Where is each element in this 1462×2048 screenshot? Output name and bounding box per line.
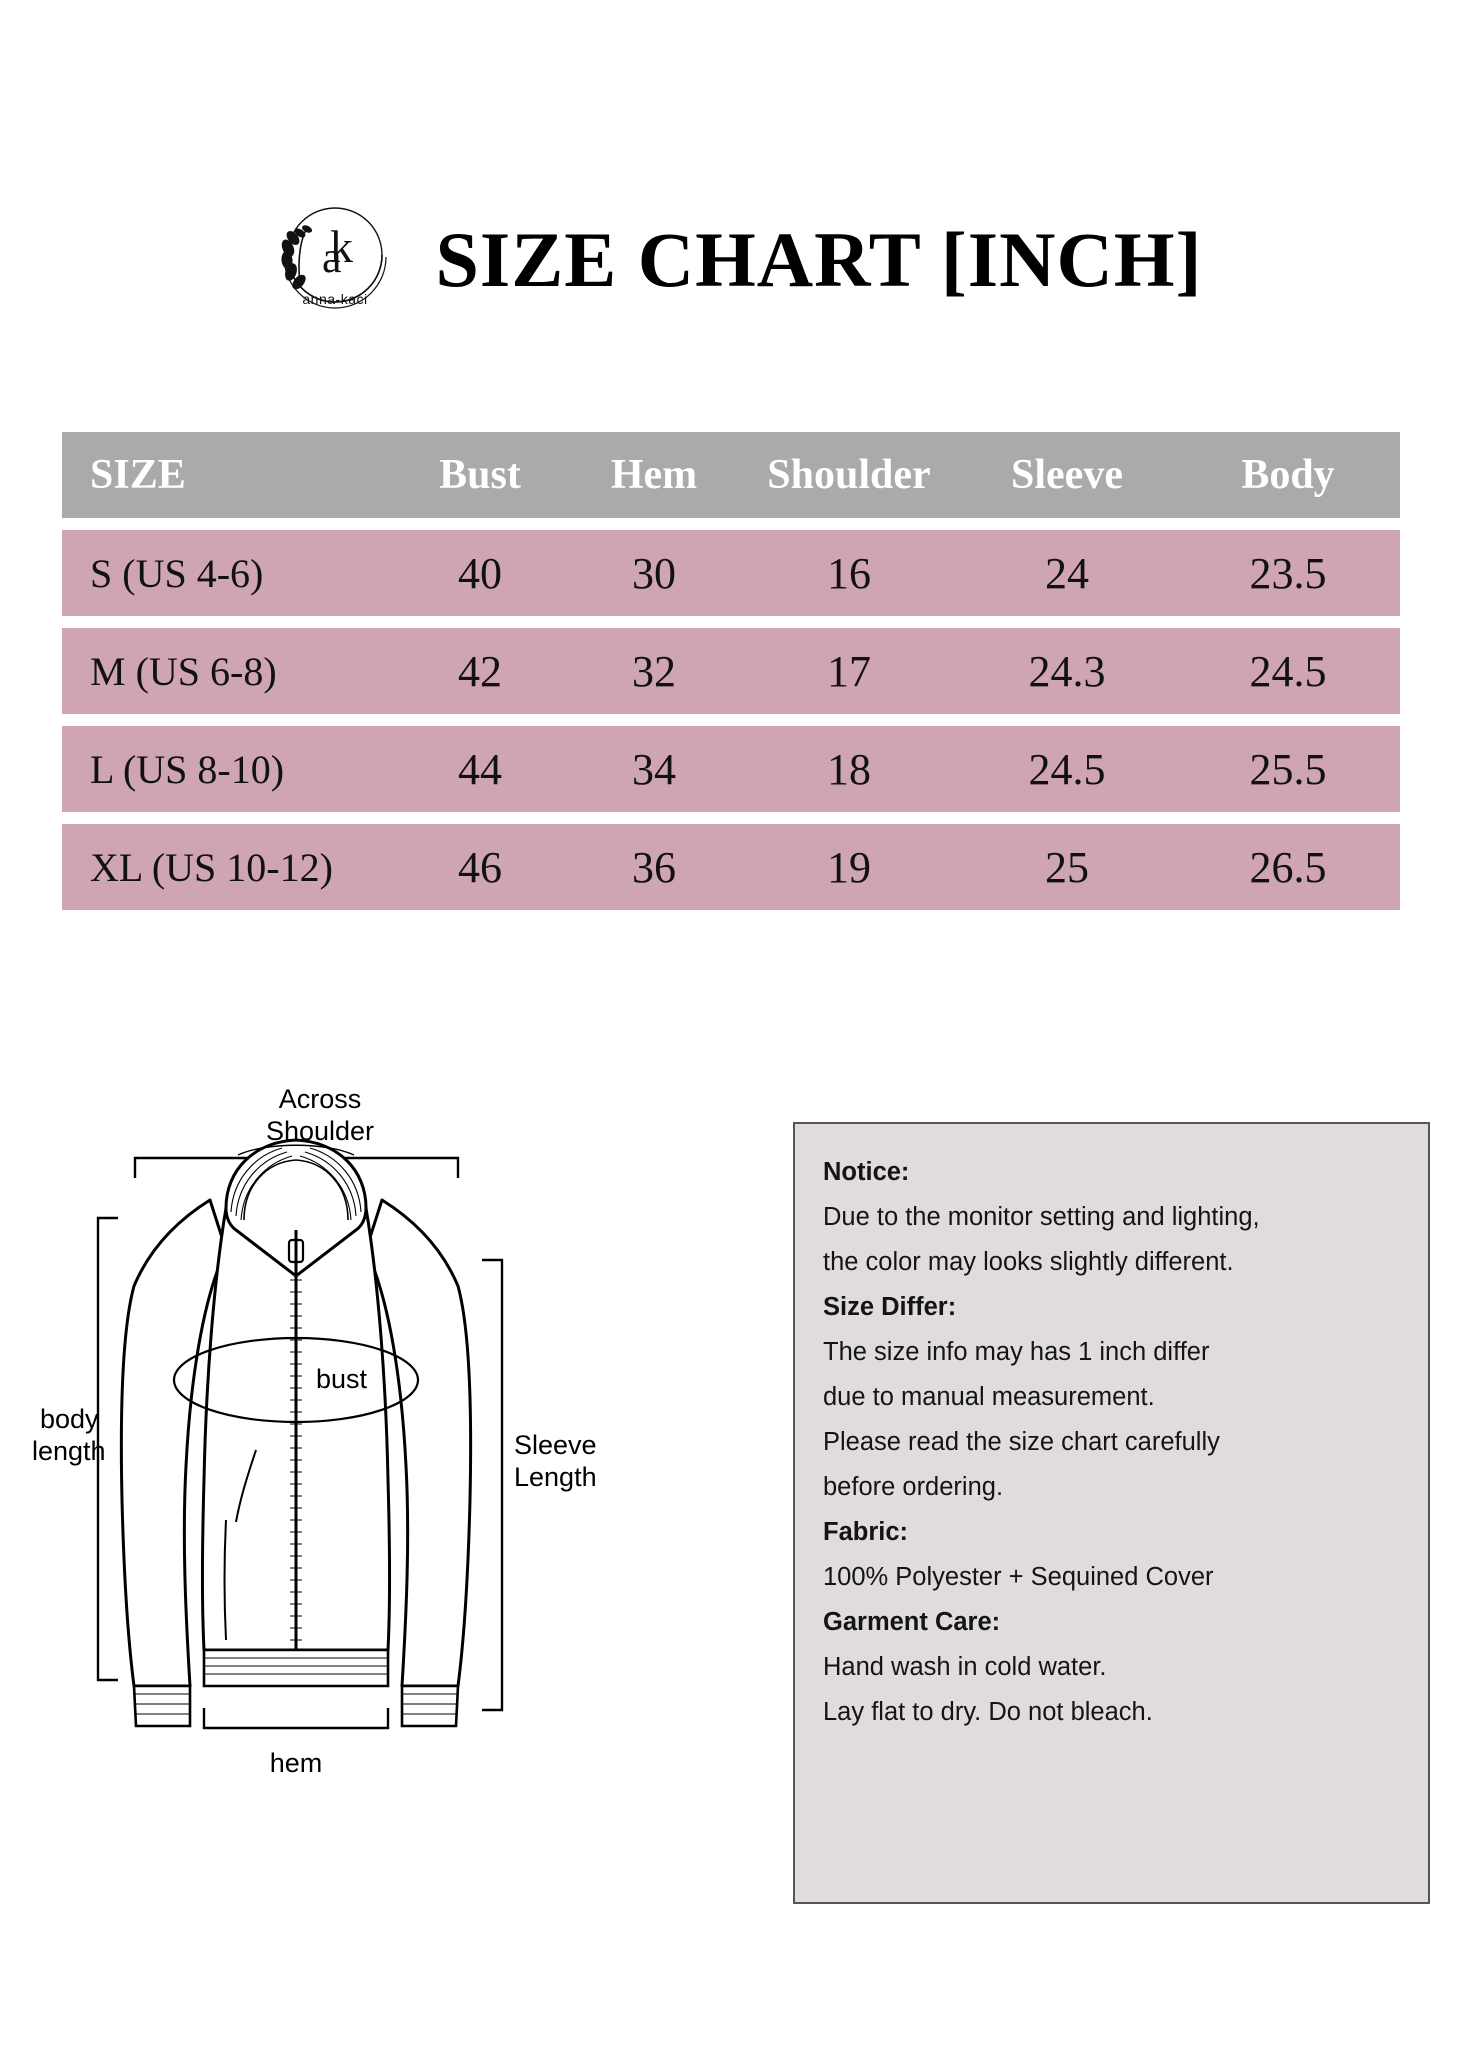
column-header-hem: Hem [568, 432, 740, 518]
page-title: SIZE CHART [INCH] [435, 216, 1203, 303]
bracket-body-length-icon [96, 1216, 118, 1682]
table-header-row: SIZE Bust Hem Shoulder Sleeve Body [62, 432, 1400, 518]
jacket-detail-lines [223, 1449, 257, 1641]
logo-wordmark: anna-kaci [302, 291, 367, 307]
notice-text-lay-flat: Lay flat to dry. Do not bleach. [823, 1698, 1153, 1726]
notice-text-read-chart: Please read the size chart carefully [823, 1428, 1220, 1456]
label-hem: hem [270, 1748, 323, 1778]
table-row: L (US 8-10) 44 34 18 24.5 25.5 [62, 726, 1400, 812]
column-header-size: SIZE [62, 432, 392, 518]
cell-bust: 44 [392, 726, 568, 812]
column-header-sleeve: Sleeve [958, 432, 1176, 518]
cell-hem: 32 [568, 628, 740, 714]
table-row: M (US 6-8) 42 32 17 24.3 24.5 [62, 628, 1400, 714]
logo-mark-icon: a k anna-kaci [280, 207, 387, 309]
cell-sleeve: 24.3 [958, 628, 1176, 714]
notice-text-before-order: before ordering. [823, 1473, 1004, 1501]
size-chart-table: SIZE Bust Hem Shoulder Sleeve Body S (US… [62, 420, 1400, 922]
cell-hem: 36 [568, 824, 740, 910]
label-body-length-line1: body [40, 1404, 99, 1434]
jacket-cuffs [132, 1684, 460, 1728]
cell-sleeve: 24 [958, 530, 1176, 616]
cell-sleeve: 25 [958, 824, 1176, 910]
anna-kaci-logo: a k anna-kaci [260, 200, 410, 320]
table-header: SIZE Bust Hem Shoulder Sleeve Body [62, 432, 1400, 518]
hem-ribbing [204, 1657, 388, 1675]
notice-heading-size-differ: Size Differ: [823, 1293, 957, 1321]
notice-panel: Notice: Due to the monitor setting and l… [793, 1122, 1430, 1904]
zipper-pull-icon [287, 1238, 305, 1278]
bracket-sleeve-length-icon [482, 1258, 504, 1712]
cell-bust: 42 [392, 628, 568, 714]
cell-shoulder: 17 [740, 628, 958, 714]
zipper-teeth [290, 1279, 302, 1641]
notice-text-monitor: Due to the monitor setting and lighting, [823, 1203, 1260, 1231]
cell-body: 26.5 [1176, 824, 1400, 910]
table-row: S (US 4-6) 40 30 16 24 23.5 [62, 530, 1400, 616]
notice-text-manual: due to manual measurement. [823, 1383, 1155, 1411]
cell-shoulder: 18 [740, 726, 958, 812]
column-header-shoulder: Shoulder [740, 432, 958, 518]
notice-text-color: the color may looks slightly different. [823, 1248, 1234, 1276]
collar-ribbing [230, 1147, 362, 1221]
label-bust: bust [316, 1364, 368, 1394]
label-body-length-line2: length [32, 1436, 106, 1466]
notice-text-fabric: 100% Polyester + Sequined Cover [823, 1563, 1214, 1591]
column-header-bust: Bust [392, 432, 568, 518]
bust-measure-ellipse [172, 1336, 420, 1424]
jacket-measurement-diagram: Across Shoulder body length Sleeve Lengt… [30, 1080, 790, 1920]
notice-heading-garment-care: Garment Care: [823, 1608, 1001, 1636]
cell-hem: 34 [568, 726, 740, 812]
svg-text:k: k [330, 221, 353, 272]
cell-body: 25.5 [1176, 726, 1400, 812]
label-sleeve-length-line2: Length [514, 1462, 597, 1492]
cell-body: 23.5 [1176, 530, 1400, 616]
cell-size: L (US 8-10) [62, 726, 392, 812]
notice-heading-notice: Notice: [823, 1158, 910, 1186]
cell-bust: 40 [392, 530, 568, 616]
column-header-body: Body [1176, 432, 1400, 518]
jacket-hem-band [202, 1648, 390, 1688]
cuff-ribbing [134, 1693, 458, 1715]
cell-bust: 46 [392, 824, 568, 910]
label-across-shoulder-line1: Across [279, 1084, 362, 1114]
notice-heading-fabric: Fabric: [823, 1518, 909, 1546]
cell-sleeve: 24.5 [958, 726, 1176, 812]
cell-size: S (US 4-6) [62, 530, 392, 616]
cell-shoulder: 19 [740, 824, 958, 910]
label-sleeve-length-line1: Sleeve [514, 1430, 597, 1460]
cell-size: XL (US 10-12) [62, 824, 392, 910]
cell-size: M (US 6-8) [62, 628, 392, 714]
cell-hem: 30 [568, 530, 740, 616]
table-body: S (US 4-6) 40 30 16 24 23.5 M (US 6-8) 4… [62, 530, 1400, 910]
svg-text:a: a [322, 233, 342, 282]
notice-text-hand-wash: Hand wash in cold water. [823, 1653, 1107, 1681]
table-row: XL (US 10-12) 46 36 19 25 26.5 [62, 824, 1400, 910]
cell-body: 24.5 [1176, 628, 1400, 714]
notice-text-inch-differ: The size info may has 1 inch differ [823, 1338, 1210, 1366]
bracket-hem-icon [202, 1708, 390, 1730]
page-header: a k anna-kaci SIZE CHART [INCH] [0, 200, 1462, 320]
cell-shoulder: 16 [740, 530, 958, 616]
